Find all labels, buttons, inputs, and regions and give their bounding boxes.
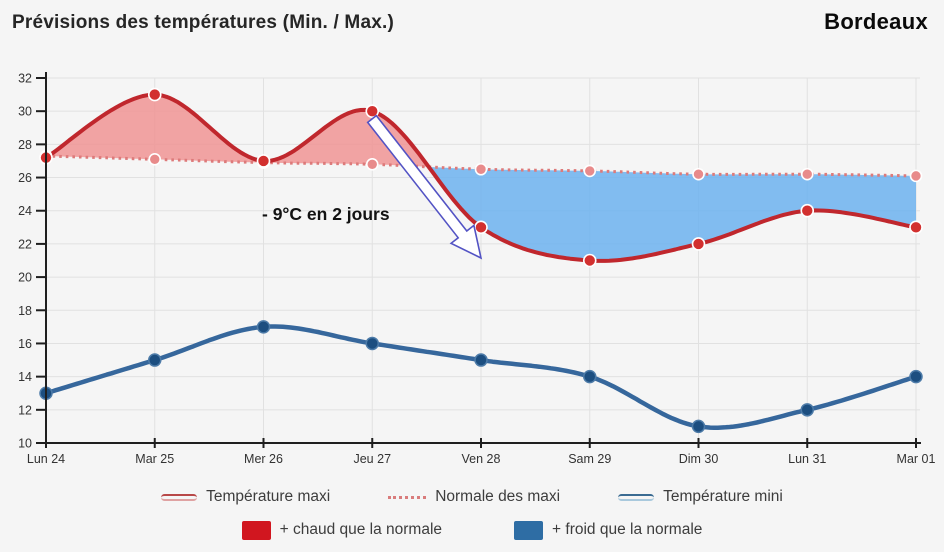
city-label: Bordeaux — [824, 9, 928, 34]
y-axis-tick-label: 14 — [18, 370, 32, 384]
normale-point[interactable] — [148, 152, 162, 166]
x-axis-tick-label: Mar 01 — [897, 452, 936, 466]
y-axis-tick-label: 20 — [18, 271, 32, 285]
maxi-line-swatch-icon — [161, 493, 198, 501]
y-axis-tick-label: 18 — [18, 304, 32, 318]
legend-item-maxi[interactable]: Température maxi — [161, 488, 330, 506]
x-axis-tick-label: Mar 25 — [135, 452, 174, 466]
mini-line-swatch-icon — [618, 493, 655, 501]
legend-label-mini: Température mini — [663, 488, 783, 505]
maxi-point[interactable] — [147, 87, 162, 102]
legend-label-warmer: + chaud que la normale — [279, 521, 443, 538]
legend-label-maxi: Température maxi — [206, 488, 331, 505]
x-axis-tick-label: Ven 28 — [462, 452, 501, 466]
y-axis-tick-label: 26 — [18, 171, 32, 185]
y-axis-tick-label: 30 — [18, 105, 32, 119]
x-axis-tick-label: Lun 24 — [27, 452, 65, 466]
mini-point[interactable] — [256, 320, 271, 334]
warm-fill-swatch-icon — [241, 520, 271, 540]
legend-label-normale: Normale des maxi — [435, 488, 561, 505]
mini-point[interactable] — [909, 369, 923, 384]
maxi-point[interactable] — [256, 154, 271, 168]
x-axis-tick-label: Mer 26 — [244, 452, 283, 466]
maxi-point[interactable] — [800, 203, 815, 218]
y-axis-tick-label: 28 — [18, 138, 32, 152]
annotation-label: - 9°C en 2 jours — [262, 204, 390, 224]
mini-point[interactable] — [800, 403, 814, 417]
x-axis-tick-label: Lun 31 — [788, 452, 826, 466]
normale-point[interactable] — [365, 157, 379, 171]
legend-item-mini[interactable]: Température mini — [618, 488, 783, 506]
maxi-point[interactable] — [365, 104, 380, 118]
maxi-point[interactable] — [691, 237, 706, 251]
x-axis-tick-label: Sam 29 — [568, 452, 611, 466]
y-axis-tick-label: 12 — [18, 403, 32, 417]
maxi-point[interactable] — [474, 220, 488, 235]
y-axis-tick-label: 32 — [18, 72, 32, 86]
y-axis-tick-label: 10 — [18, 437, 32, 451]
series-legend: Température maxi Normale des maxi Tempér… — [0, 485, 944, 509]
mini-point[interactable] — [691, 419, 706, 434]
mini-point[interactable] — [365, 336, 379, 351]
normale-point[interactable] — [909, 169, 923, 183]
normale-dotted-swatch-icon — [388, 495, 427, 499]
legend-item-colder[interactable]: + froid que la normale — [514, 520, 703, 540]
page-title: Prévisions des températures (Min. / Max.… — [12, 12, 394, 33]
temperature-chart: 10 12 14 16 18 20 22 24 26 28 30 32 Lun 24 Mar 25 Mer … — [18, 72, 936, 467]
legend-item-warmer[interactable]: + chaud que la normale — [241, 520, 443, 540]
mini-point[interactable] — [474, 353, 488, 367]
normale-point[interactable] — [800, 167, 814, 181]
normale-point[interactable] — [583, 164, 597, 178]
legend-item-normale[interactable]: Normale des maxi — [388, 488, 560, 506]
mini-point[interactable] — [583, 369, 597, 384]
maxi-point[interactable] — [582, 253, 597, 268]
normale-point[interactable] — [474, 162, 488, 176]
x-axis-tick-label: Dim 30 — [679, 452, 719, 466]
cold-area — [428, 166, 916, 261]
x-axis-tick-label: Jeu 27 — [353, 452, 391, 466]
maxi-point[interactable] — [909, 220, 923, 235]
annotation-arrow-icon — [366, 114, 483, 260]
legend-label-colder: + froid que la normale — [552, 521, 703, 538]
mini-point[interactable] — [148, 353, 162, 367]
y-axis-tick-label: 16 — [18, 337, 32, 351]
warm-area — [48, 94, 429, 167]
y-axis-tick-label: 22 — [18, 237, 32, 251]
cold-fill-swatch-icon — [514, 520, 544, 540]
normale-point[interactable] — [692, 167, 705, 181]
fill-legend: + chaud que la normale + froid que la no… — [0, 517, 944, 543]
y-axis-tick-label: 24 — [18, 204, 32, 218]
